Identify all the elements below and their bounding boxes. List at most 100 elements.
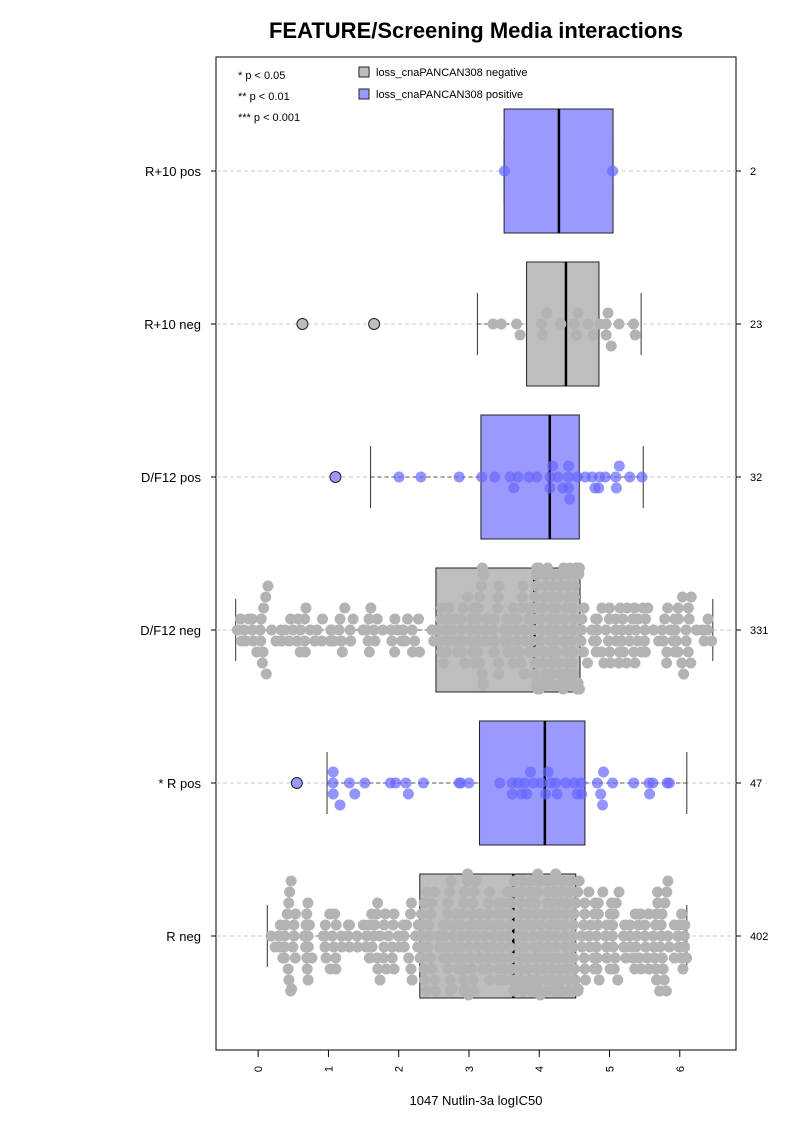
data-point — [462, 930, 474, 942]
data-point — [639, 919, 651, 931]
data-point — [377, 624, 389, 636]
data-point — [576, 788, 588, 800]
data-point — [582, 657, 594, 669]
data-point — [546, 963, 558, 975]
data-point — [606, 930, 618, 942]
data-point — [613, 318, 625, 330]
data-point — [607, 919, 619, 931]
data-point — [291, 635, 303, 647]
data-point — [647, 930, 659, 942]
data-point — [476, 562, 488, 574]
data-point — [591, 624, 603, 636]
data-point — [388, 963, 400, 975]
outlier-point — [290, 777, 303, 789]
data-point — [526, 635, 538, 647]
data-point — [316, 613, 328, 625]
data-point — [610, 897, 622, 909]
data-point — [327, 788, 339, 800]
data-point — [636, 471, 648, 483]
data-point — [302, 930, 314, 942]
data-point — [662, 602, 674, 614]
data-point — [336, 941, 348, 953]
data-point — [597, 799, 609, 811]
data-point — [513, 646, 525, 658]
data-point — [402, 788, 414, 800]
data-point — [569, 974, 581, 986]
data-point — [234, 613, 246, 625]
significance-legend-item: *** p < 0.001 — [238, 112, 300, 124]
data-point — [372, 897, 384, 909]
data-point — [405, 963, 417, 975]
data-point — [360, 624, 372, 636]
data-point — [402, 613, 414, 625]
data-point — [493, 580, 505, 592]
data-point — [529, 591, 541, 603]
data-point — [592, 908, 604, 920]
data-point — [440, 919, 452, 931]
data-point — [566, 657, 578, 669]
data-point — [442, 963, 454, 975]
data-point — [472, 602, 484, 614]
data-point — [638, 635, 650, 647]
data-point — [369, 919, 381, 931]
data-point — [522, 908, 534, 920]
data-point — [560, 952, 572, 964]
data-point — [516, 591, 528, 603]
data-point — [415, 952, 427, 964]
data-point — [542, 941, 554, 953]
data-point — [590, 930, 602, 942]
data-point — [555, 318, 567, 330]
data-point — [657, 963, 669, 975]
data-point — [523, 471, 535, 483]
data-point — [573, 568, 585, 580]
data-point — [368, 624, 380, 636]
data-point — [552, 952, 564, 964]
data-point — [424, 952, 436, 964]
data-point — [328, 941, 340, 953]
data-point — [527, 919, 539, 931]
data-point — [495, 941, 507, 953]
data-point — [255, 613, 267, 625]
data-point — [493, 657, 505, 669]
data-point — [652, 886, 664, 898]
data-point — [563, 886, 575, 898]
data-point — [289, 952, 301, 964]
data-point — [437, 657, 449, 669]
data-point — [567, 624, 579, 636]
data-point — [498, 165, 510, 177]
data-point — [531, 886, 543, 898]
data-point — [388, 908, 400, 920]
data-point — [380, 963, 392, 975]
data-point — [676, 591, 688, 603]
data-point — [409, 635, 421, 647]
data-point — [518, 941, 530, 953]
data-point — [514, 329, 526, 341]
sample-count: 47 — [750, 778, 762, 790]
data-point — [535, 318, 547, 330]
data-point — [557, 875, 569, 887]
data-point — [342, 930, 354, 942]
data-point — [544, 482, 556, 494]
data-point — [482, 908, 494, 920]
data-point — [363, 613, 375, 625]
data-point — [238, 624, 250, 636]
data-point — [567, 941, 579, 953]
data-point — [493, 668, 505, 680]
data-point — [470, 930, 482, 942]
data-point — [662, 930, 674, 942]
data-point — [400, 777, 412, 789]
data-point — [359, 777, 371, 789]
data-point — [680, 624, 692, 636]
data-point — [550, 602, 562, 614]
category-label: D/F12 neg — [140, 623, 201, 638]
data-point — [567, 952, 579, 964]
data-point — [540, 788, 552, 800]
data-point — [398, 930, 410, 942]
x-tick-label: 4 — [534, 1066, 546, 1072]
data-point — [503, 930, 515, 942]
data-point — [591, 777, 603, 789]
data-point — [333, 624, 345, 636]
data-point — [470, 875, 482, 887]
data-point — [571, 471, 583, 483]
data-point — [527, 613, 539, 625]
